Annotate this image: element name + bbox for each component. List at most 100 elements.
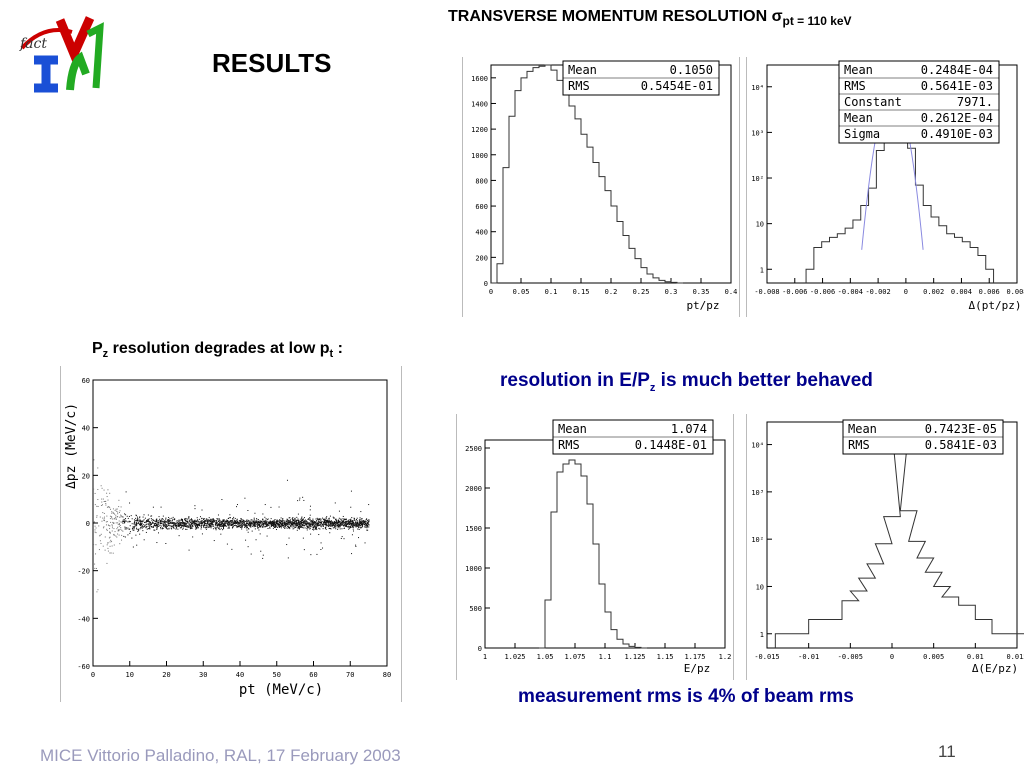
- scatter-point: [184, 518, 186, 520]
- scatter-point: [209, 521, 211, 523]
- scatter-point: [238, 523, 240, 525]
- scatter-point: [321, 522, 323, 524]
- scatter-point: [248, 525, 250, 527]
- scatter-point: [229, 517, 231, 519]
- scatter-point: [174, 519, 176, 521]
- scatter-point: [168, 516, 170, 518]
- scatter-point: [264, 523, 266, 525]
- scatter-point: [218, 518, 220, 520]
- y-tick-label: 1: [760, 631, 764, 639]
- scatter-point: [198, 524, 200, 526]
- scatter-point: [266, 525, 268, 527]
- scatter-point: [211, 522, 213, 524]
- scatter-point: [142, 530, 144, 532]
- scatter-point: [170, 525, 172, 527]
- scatter-point: [155, 518, 157, 520]
- scatter-point: [338, 521, 340, 523]
- scatter-point: [150, 522, 152, 524]
- scatter-point: [323, 522, 325, 524]
- chart-panel-pt-ratio: 0 0.05 0.1 0.15 0.2 0.25 0.3 0.35 0.4 0 200 400 600 8…: [462, 57, 740, 317]
- scatter-point: [156, 523, 158, 525]
- scatter-point: [219, 524, 221, 526]
- scatter-point: [320, 526, 322, 528]
- scatter-point: [151, 523, 153, 525]
- scatter-point: [356, 524, 358, 526]
- scatter-point: [116, 536, 118, 538]
- scatter-point: [238, 520, 240, 522]
- scatter-point: [182, 527, 184, 529]
- scatter-point: [145, 531, 147, 533]
- scatter-point: [286, 525, 288, 527]
- scatter-point: [179, 519, 181, 521]
- scatter-point: [143, 514, 145, 516]
- scatter-point: [287, 557, 289, 559]
- scatter-point: [252, 523, 254, 525]
- scatter-point: [293, 521, 295, 523]
- scatter-point: [209, 524, 211, 526]
- scatter-point: [300, 523, 302, 525]
- scatter-point: [106, 544, 108, 546]
- scatter-point: [262, 526, 264, 528]
- scatter-point: [128, 521, 130, 523]
- scatter-point: [279, 520, 281, 522]
- scatter-point: [366, 527, 368, 529]
- scatter-point: [246, 522, 248, 524]
- scatter-point: [342, 523, 344, 525]
- scatter-point: [200, 528, 202, 530]
- x-tick-label: 0.006: [979, 288, 1000, 296]
- scatter-point: [270, 525, 272, 527]
- scatter-point: [278, 527, 280, 529]
- scatter-point: [125, 514, 127, 516]
- scatter-point: [320, 525, 322, 527]
- scatter-point: [106, 529, 108, 531]
- scatter-point: [361, 522, 363, 524]
- scatter-point: [286, 523, 288, 525]
- scatter-point: [112, 522, 114, 524]
- scatter-point: [188, 520, 190, 522]
- scatter-point: [107, 550, 109, 552]
- scatter-point: [165, 527, 167, 529]
- scatter-point: [154, 522, 156, 524]
- scatter-point: [115, 535, 117, 537]
- scatter-point: [310, 521, 312, 523]
- scatter-point: [95, 532, 97, 534]
- scatter-point: [302, 496, 304, 498]
- scatter-point: [115, 514, 117, 516]
- scatter-point: [326, 520, 328, 522]
- scatter-point: [133, 523, 135, 525]
- scatter-point: [152, 506, 154, 508]
- scatter-point: [285, 521, 287, 523]
- scatter-point: [235, 521, 237, 523]
- y-tick-label: 10²: [751, 536, 764, 544]
- scatter-point: [247, 519, 249, 521]
- scatter-point: [181, 522, 183, 524]
- scatter-point: [232, 526, 234, 528]
- scatter-point: [325, 528, 327, 530]
- scatter-point: [132, 527, 134, 529]
- scatter-point: [366, 526, 368, 528]
- scatter-point: [349, 522, 351, 524]
- scatter-point: [204, 522, 206, 524]
- scatter-point: [293, 521, 295, 523]
- scatter-point: [239, 522, 241, 524]
- scatter-point: [117, 529, 119, 531]
- scatter-point: [283, 520, 285, 522]
- scatter-point: [273, 521, 275, 523]
- scatter-point: [283, 522, 285, 524]
- x-tick-label: 0.005: [923, 653, 944, 661]
- scatter-point: [98, 525, 100, 527]
- scatter-point: [265, 523, 267, 525]
- scatter-point: [240, 526, 242, 528]
- scatter-point: [249, 523, 251, 525]
- stats-value: 0.7423E-05: [925, 422, 997, 436]
- scatter-point: [162, 524, 164, 526]
- scatter-point: [298, 527, 300, 529]
- scatter-point: [265, 521, 267, 523]
- scatter-point: [156, 521, 158, 523]
- scatter-point: [284, 523, 286, 525]
- scatter-point: [352, 525, 354, 527]
- scatter-point: [260, 520, 262, 522]
- scatter-point: [318, 521, 320, 523]
- scatter-point: [148, 525, 150, 527]
- scatter-point: [155, 525, 157, 527]
